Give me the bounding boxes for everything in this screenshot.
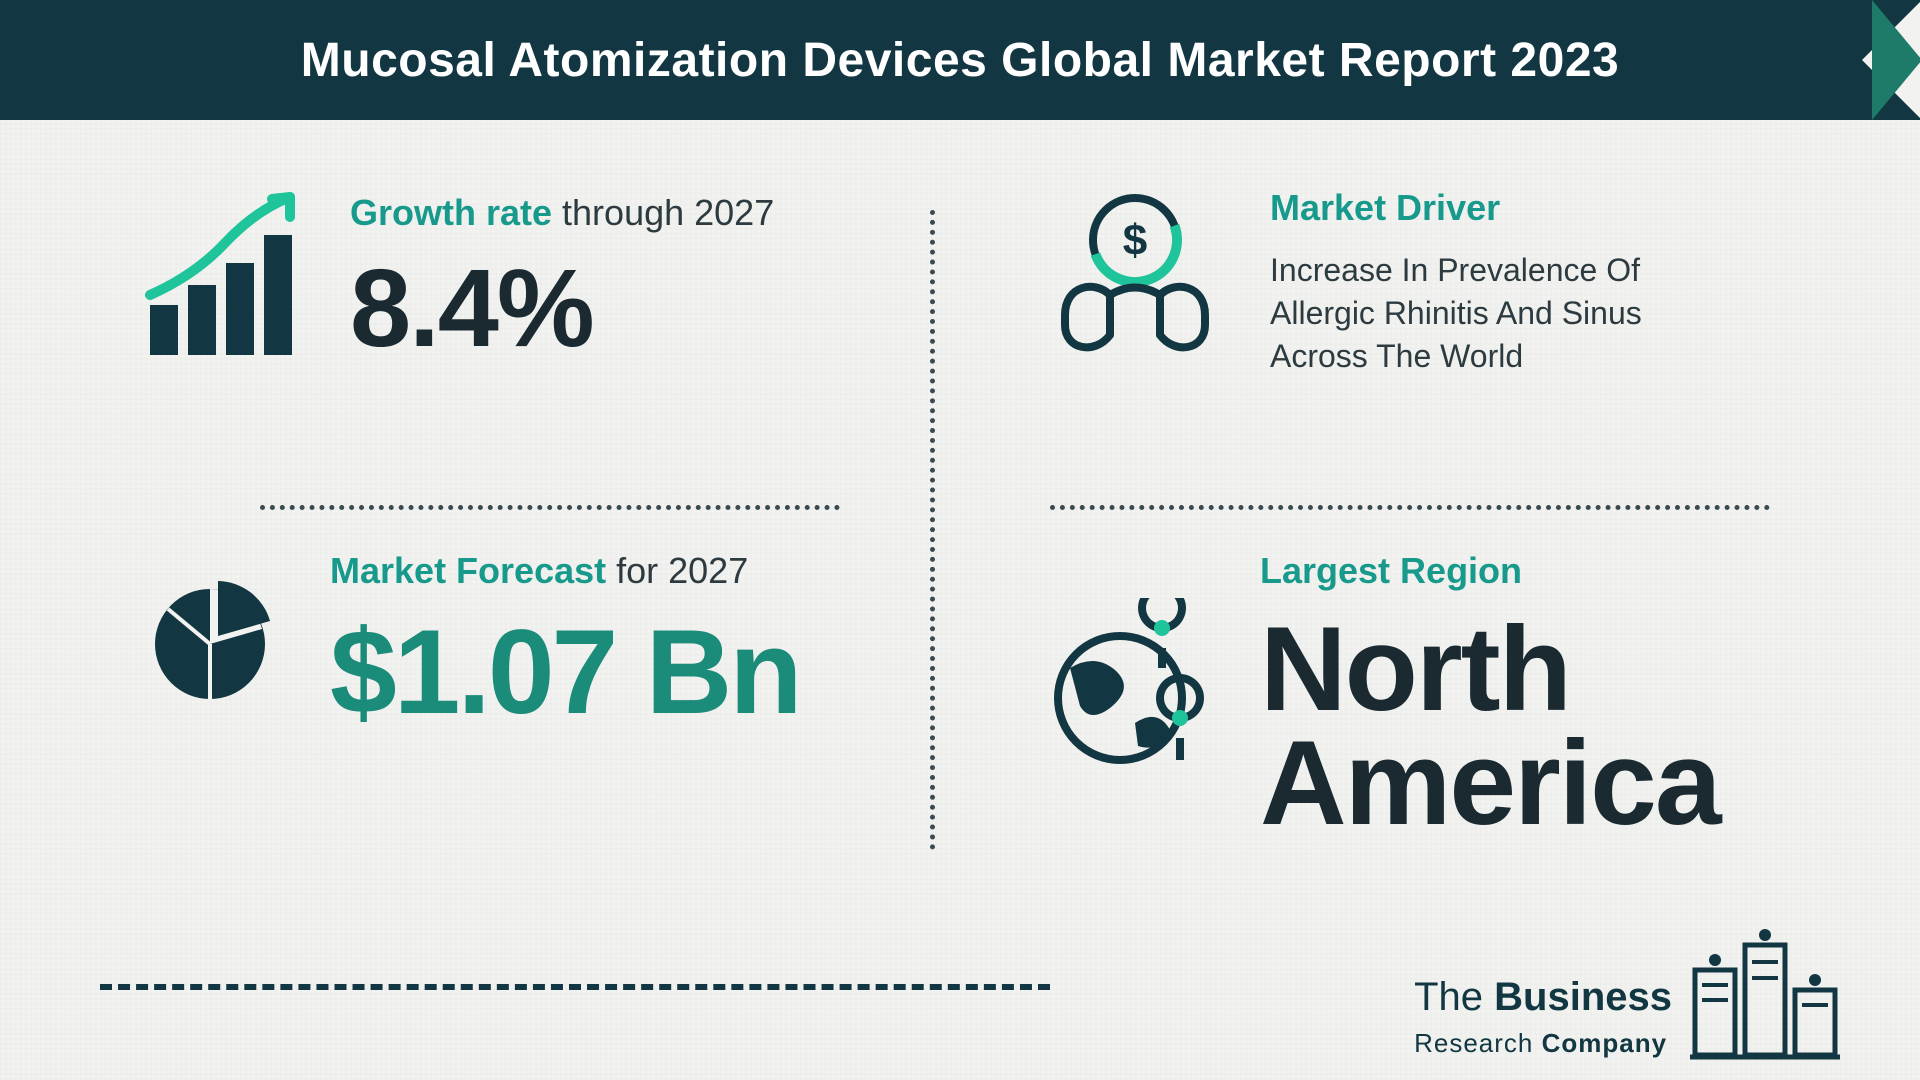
header-chevron-icon [1872,0,1920,120]
region-value-line2: America [1260,716,1720,850]
driver-label: Market Driver [1270,187,1710,229]
logo-text: The Business Research Company [1414,976,1672,1060]
footer-dashed-line [100,984,1050,990]
growth-text-group: Growth rate through 2027 8.4% [350,192,774,364]
dotted-separator-vertical [930,210,935,850]
growth-rate-block: Growth rate through 2027 8.4% [140,185,840,370]
driver-text: Increase In Prevalence Of Allergic Rhini… [1270,249,1710,379]
logo-buildings-icon [1690,920,1840,1060]
forecast-label-rest: for 2027 [606,550,748,591]
region-text-group: Largest Region North America [1260,550,1720,840]
growth-label: Growth rate through 2027 [350,192,774,234]
largest-region-block: Largest Region North America [1040,550,1820,840]
company-logo: The Business Research Company [1414,920,1840,1060]
driver-text-group: Market Driver Increase In Prevalence Of … [1270,187,1710,379]
hands-coin-icon: $ [1040,185,1230,380]
growth-label-rest: through 2027 [552,192,774,233]
pie-chart-icon [140,564,290,719]
region-label: Largest Region [1260,550,1720,592]
growth-label-strong: Growth rate [350,192,552,233]
logo-line2a: Research [1414,1028,1542,1058]
forecast-label: Market Forecast for 2027 [330,550,800,592]
logo-line1b: Business [1494,975,1672,1019]
forecast-label-strong: Market Forecast [330,550,606,591]
content-area: Growth rate through 2027 8.4% $ M [0,120,1920,1080]
dotted-separator-left [260,505,840,510]
forecast-text-group: Market Forecast for 2027 $1.07 Bn [330,550,800,732]
header-bar: Mucosal Atomization Devices Global Marke… [0,0,1920,120]
forecast-value: $1.07 Bn [330,612,800,732]
globe-pin-icon [1040,598,1220,793]
region-value: North America [1260,612,1720,840]
dotted-separator-right [1050,505,1770,510]
market-forecast-block: Market Forecast for 2027 $1.07 Bn [140,550,840,732]
market-driver-block: $ Market Driver Increase In Prevalence O… [1040,185,1820,380]
growth-chart-icon [140,185,310,370]
header-title: Mucosal Atomization Devices Global Marke… [301,33,1619,88]
svg-text:$: $ [1123,216,1147,265]
logo-line1a: The [1414,975,1494,1019]
growth-value: 8.4% [350,254,774,364]
logo-line2b: Company [1542,1028,1667,1058]
